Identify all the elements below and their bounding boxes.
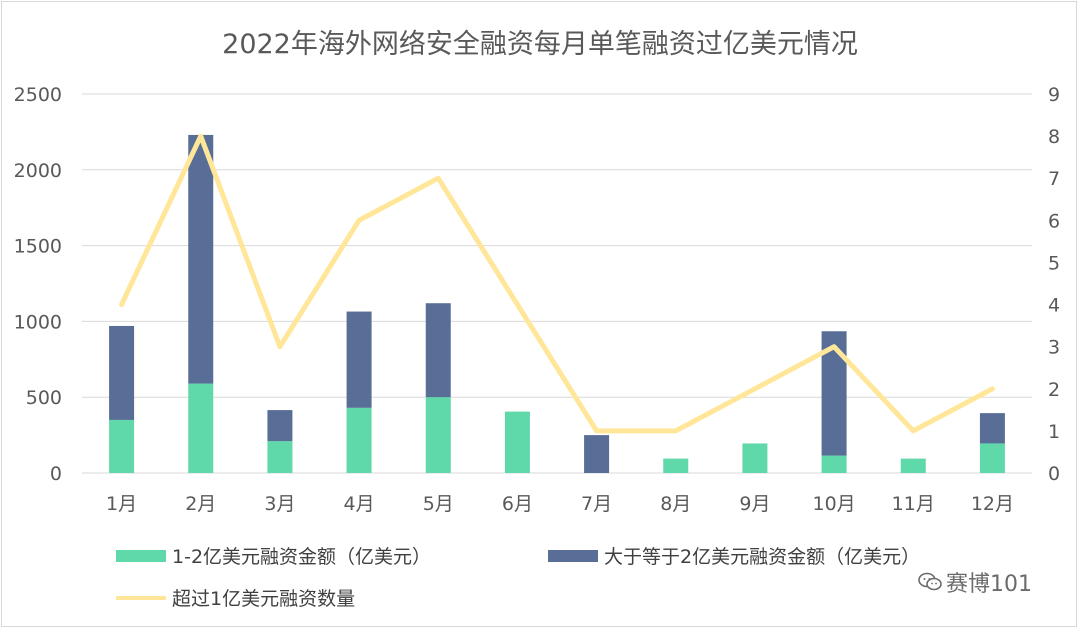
- watermark-text: 赛博101: [946, 572, 1032, 597]
- bar-small-amount: [267, 441, 293, 473]
- bar-small-amount: [979, 443, 1005, 473]
- x-tick-label: 12月: [971, 493, 1014, 515]
- bar-large-amount: [188, 134, 214, 384]
- y-right-tick-label: 5: [1048, 252, 1060, 274]
- legend-item-small-amount: 1-2亿美元融资金额（亿美元）: [116, 542, 431, 569]
- x-tick-label: 7月: [581, 493, 612, 515]
- bar-large-amount: [109, 325, 135, 420]
- bar-large-amount: [584, 435, 610, 473]
- y-right-tick-label: 4: [1048, 295, 1060, 317]
- tick-labels: 0 500 1000 1500 2000 2500 0 1 2 3 4 5 6 7 8 9 1月 2月 3月 4月 5月…: [14, 84, 1060, 515]
- bar-small-amount: [346, 407, 372, 473]
- x-tick-label: 9月: [739, 493, 770, 515]
- legend-swatch-large-amount: [548, 549, 598, 562]
- bar-small-amount: [663, 458, 689, 473]
- x-tick-label: 10月: [812, 493, 855, 515]
- gridlines: [82, 93, 1032, 474]
- wechat-icon: [918, 572, 942, 591]
- bar-small-amount: [425, 397, 451, 473]
- legend-swatch-count: [116, 595, 166, 600]
- y-right-tick-label: 2: [1048, 379, 1060, 401]
- bar-small-amount: [900, 458, 926, 473]
- y-right-tick-label: 3: [1048, 337, 1060, 359]
- line-series: [119, 133, 995, 434]
- x-tick-label: 11月: [892, 493, 935, 515]
- y-left-tick-label: 0: [50, 463, 62, 485]
- x-tick-label: 5月: [423, 493, 454, 515]
- x-tick-label: 3月: [264, 493, 295, 515]
- legend-label-large-amount: 大于等于2亿美元融资金额（亿美元）: [604, 546, 921, 568]
- bar-small-amount: [821, 455, 847, 473]
- watermark: 赛博101: [918, 566, 1032, 598]
- chart-title: 2022年海外网络安全融资每月单笔融资过亿美元情况: [222, 29, 858, 60]
- y-right-tick-label: 8: [1048, 126, 1060, 148]
- y-left-tick-label: 1500: [14, 236, 62, 258]
- legend-label-small-amount: 1-2亿美元融资金额（亿美元）: [172, 546, 432, 568]
- y-right-tick-label: 1: [1048, 421, 1060, 443]
- bars: [109, 134, 1005, 473]
- y-right-tick-label: 0: [1048, 463, 1060, 485]
- x-tick-label: 1月: [106, 493, 137, 515]
- y-right-tick-label: 9: [1048, 84, 1060, 106]
- bar-small-amount: [109, 419, 135, 473]
- bar-large-amount: [267, 410, 293, 442]
- legend-swatch-small-amount: [116, 549, 166, 562]
- count-line: [119, 133, 995, 434]
- y-left-tick-label: 2000: [14, 160, 62, 182]
- x-tick-label: 6月: [502, 493, 533, 515]
- bar-large-amount: [425, 303, 451, 398]
- bar-large-amount: [346, 311, 372, 408]
- bar-small-amount: [504, 411, 530, 473]
- x-tick-label: 8月: [660, 493, 691, 515]
- legend-label-count: 超过1亿美元融资数量: [172, 588, 356, 610]
- y-right-tick-label: 7: [1048, 168, 1060, 190]
- bar-large-amount: [979, 413, 1005, 444]
- y-left-tick-label: 1000: [14, 311, 62, 333]
- y-left-tick-label: 500: [26, 387, 62, 409]
- y-right-tick-label: 6: [1048, 210, 1060, 232]
- legend-item-count: 超过1亿美元融资数量: [116, 584, 355, 611]
- bar-small-amount: [188, 383, 214, 473]
- legend-item-large-amount: 大于等于2亿美元融资金额（亿美元）: [548, 542, 920, 569]
- x-tick-label: 4月: [344, 493, 375, 515]
- bar-small-amount: [742, 443, 768, 473]
- x-tick-label: 2月: [185, 493, 216, 515]
- y-left-tick-label: 2500: [14, 84, 62, 106]
